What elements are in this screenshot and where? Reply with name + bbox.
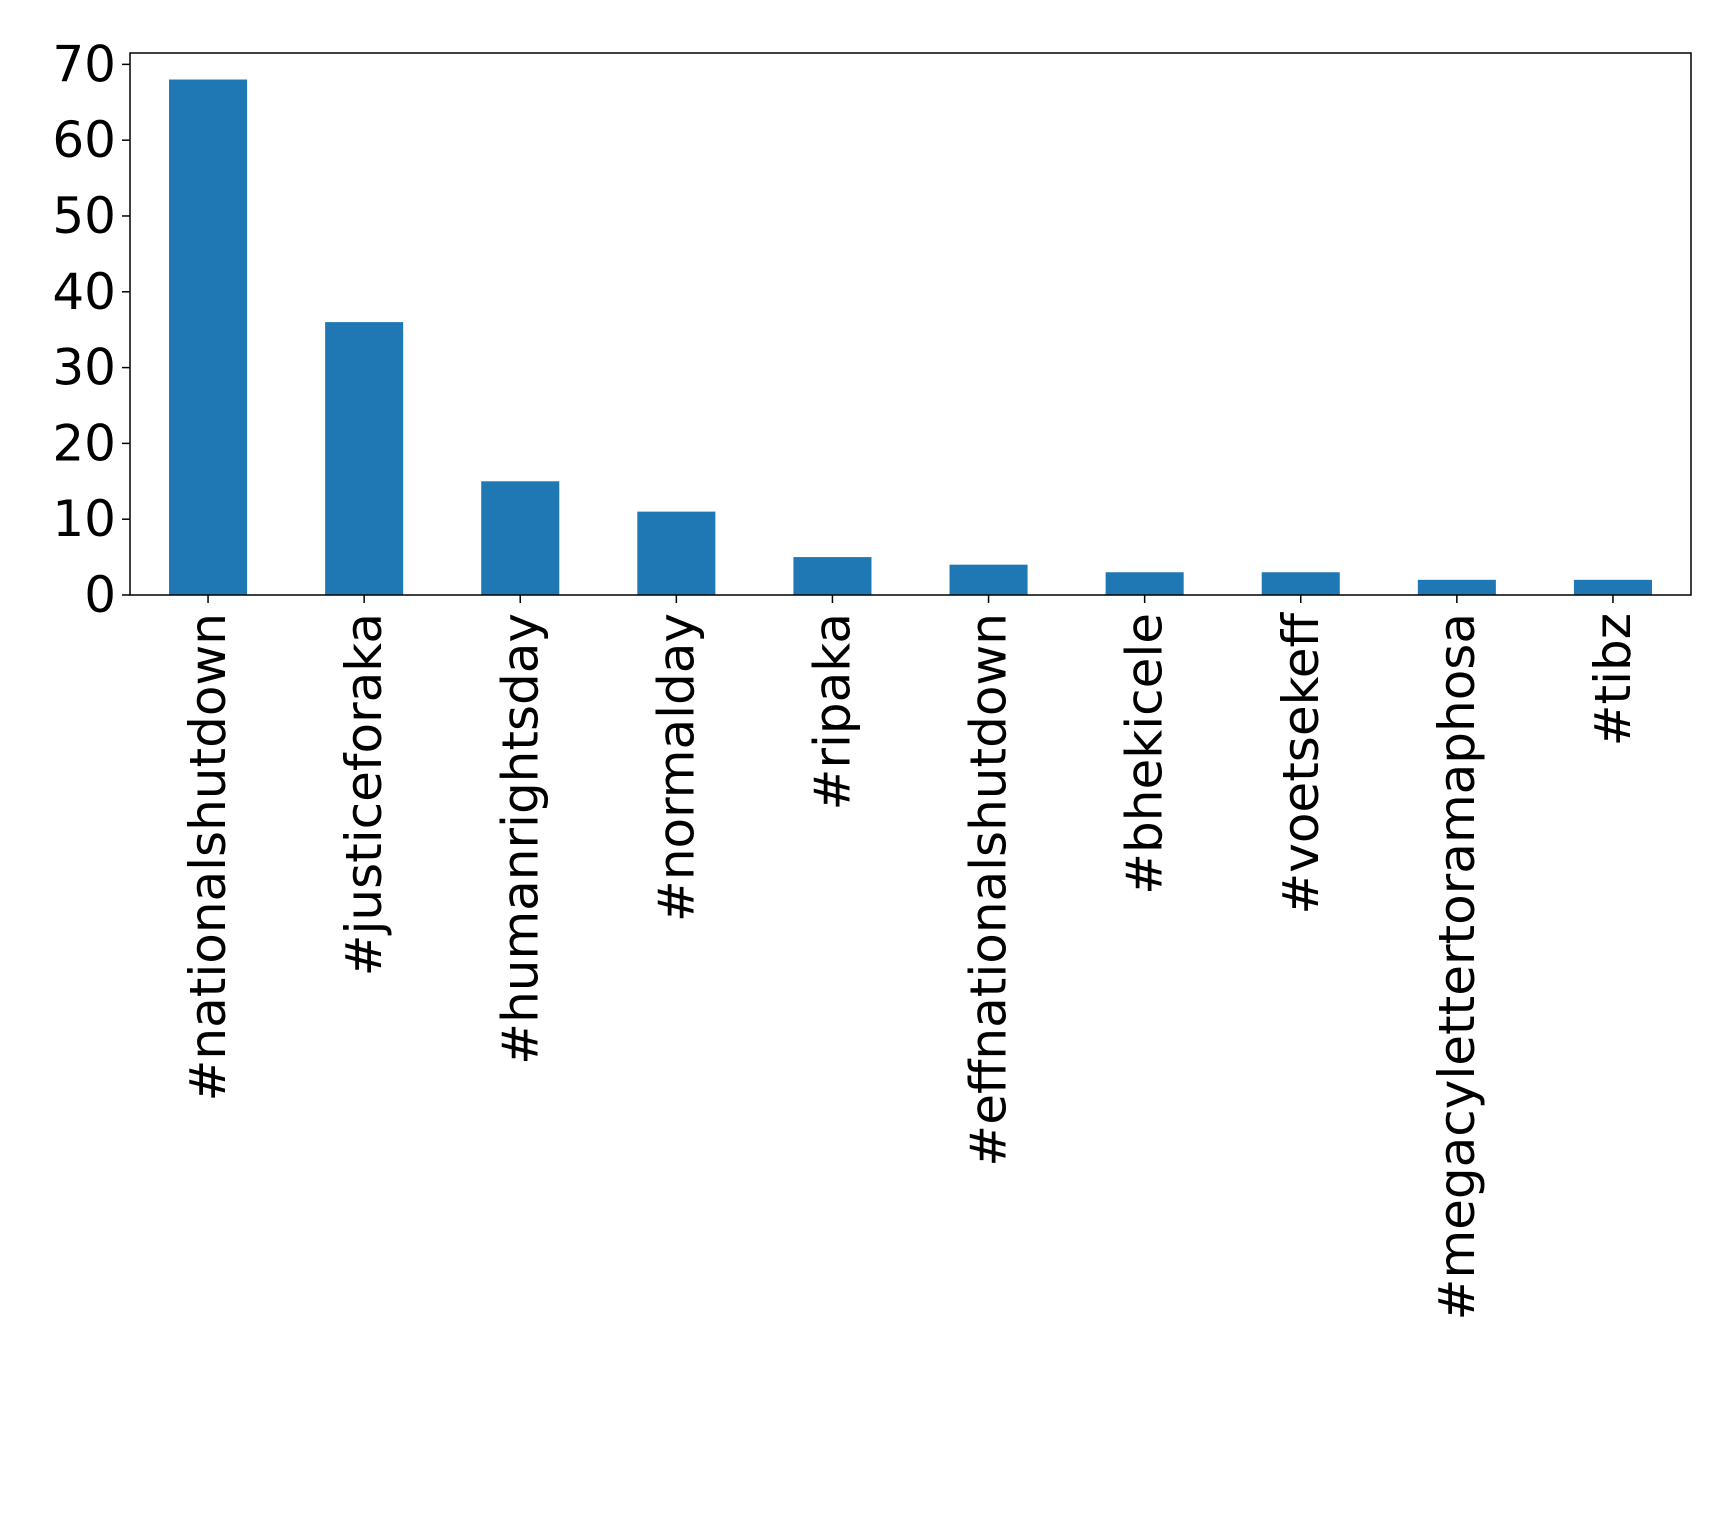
bar <box>637 511 716 595</box>
y-tick-label: 70 <box>52 35 116 93</box>
x-tick-label: #tibz <box>1584 613 1642 746</box>
x-tick-label: #voetsekeff <box>1272 611 1330 914</box>
x-tick-label: #justiceforaka <box>335 613 393 976</box>
bar <box>169 79 248 595</box>
x-tick-label: #bhekicele <box>1116 613 1174 895</box>
y-tick-label: 0 <box>84 566 116 624</box>
x-axis: #nationalshutdown #justiceforaka #humanrig… <box>179 595 1642 1320</box>
bar <box>325 322 404 595</box>
bar <box>1573 579 1652 595</box>
x-tick-label: #megacylettertoramaphosa <box>1428 613 1486 1320</box>
y-tick-label: 10 <box>52 490 116 548</box>
y-tick-label: 30 <box>52 339 116 397</box>
x-tick-label: #normalday <box>647 613 705 922</box>
y-axis: 0 10 20 30 40 50 60 70 <box>52 35 130 624</box>
bar <box>793 557 872 595</box>
x-tick-label: #ripaka <box>803 613 861 810</box>
bars-layer <box>169 79 1652 595</box>
y-tick-label: 40 <box>52 263 116 321</box>
plot-frame <box>129 52 1692 596</box>
x-tick-label: #effnationalshutdown <box>960 613 1018 1167</box>
x-tick-label: #humanrightsday <box>491 613 549 1065</box>
x-tick-label: #nationalshutdown <box>179 613 237 1101</box>
y-tick-label: 20 <box>52 414 116 472</box>
bar <box>1105 572 1184 595</box>
bar <box>1261 572 1340 595</box>
bar <box>949 564 1028 595</box>
bar <box>481 481 560 595</box>
y-tick-label: 60 <box>52 111 116 169</box>
y-tick-label: 50 <box>52 187 116 245</box>
bar <box>1417 579 1496 595</box>
